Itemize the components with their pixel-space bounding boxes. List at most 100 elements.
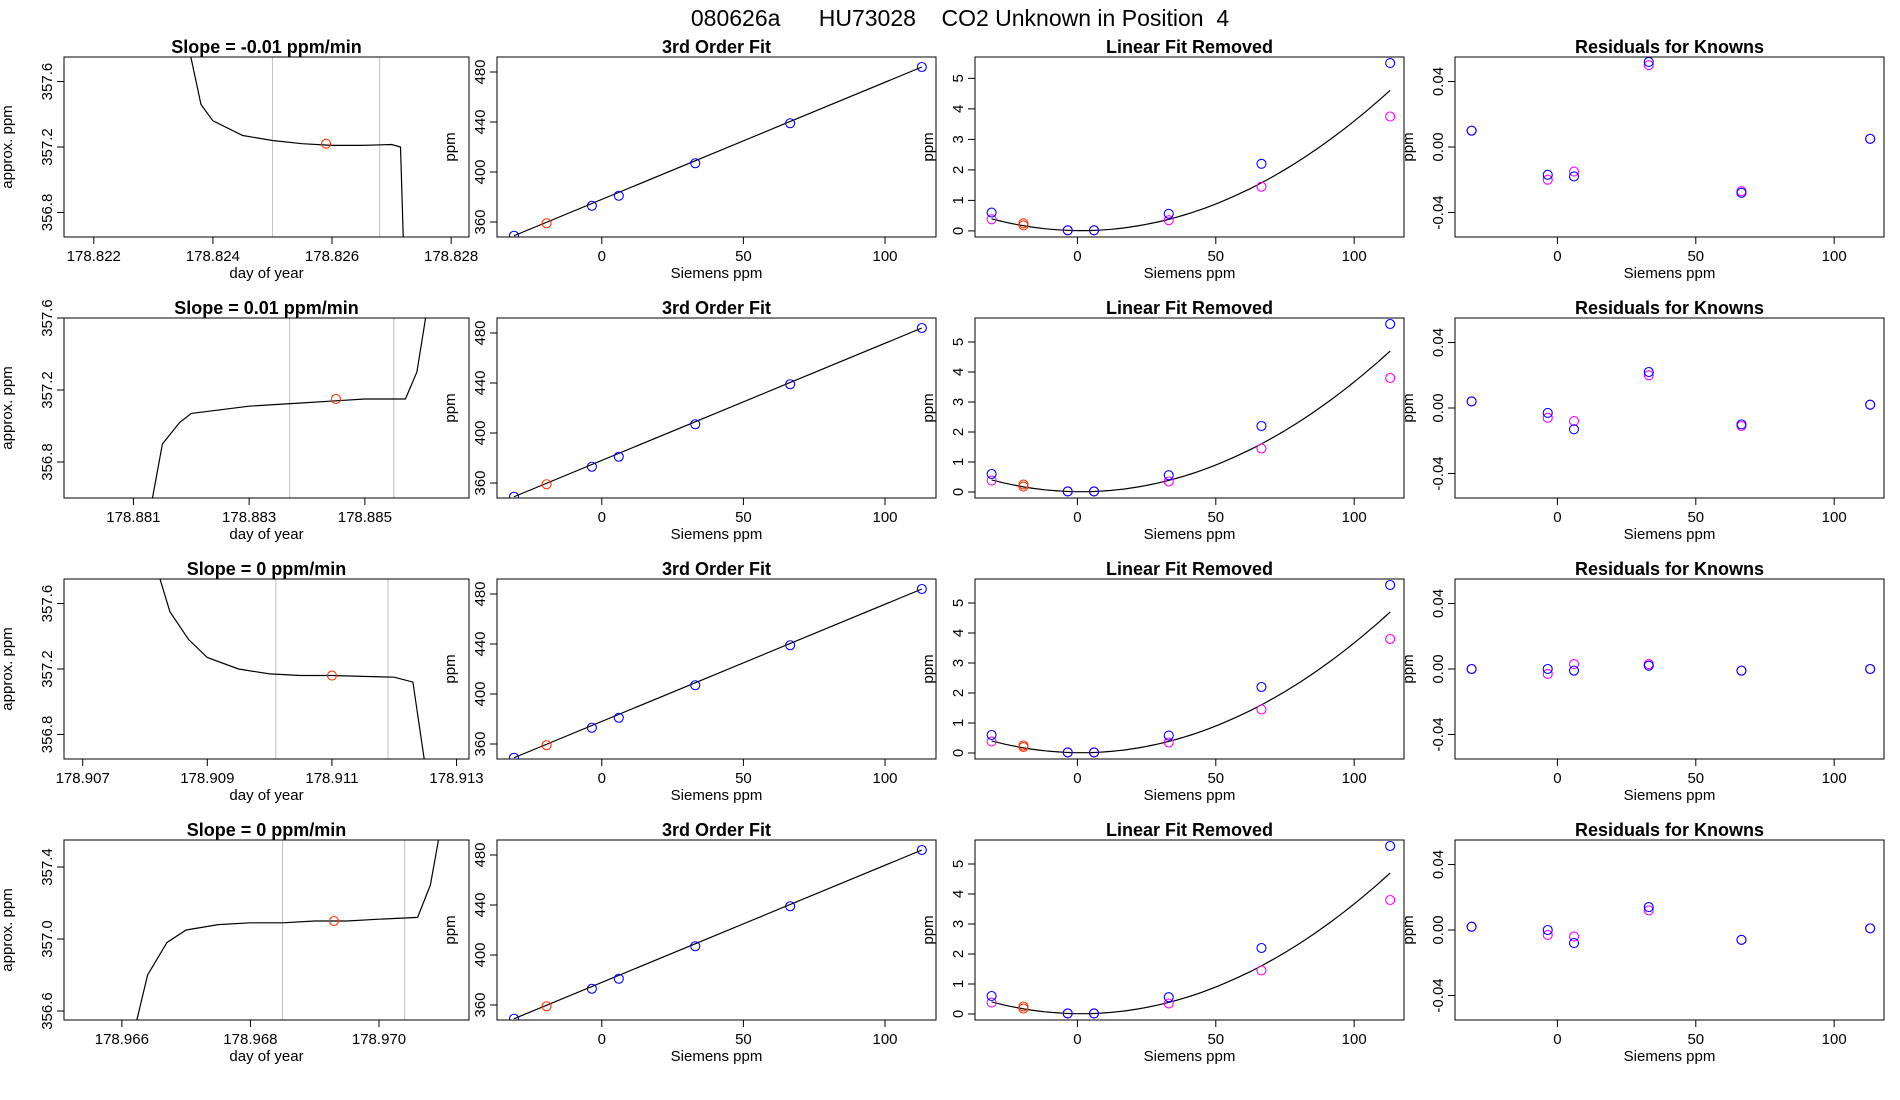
plot-area (1466, 366, 1876, 435)
x-tick-label: 0 (1553, 1031, 1561, 1048)
x-tick-label: 50 (1687, 248, 1704, 265)
y-tick-label: 0.04 (1430, 850, 1447, 879)
x-tick-label: 50 (1687, 1031, 1704, 1048)
plot-frame (496, 317, 937, 499)
x-tick-label: 178.883 (222, 509, 276, 526)
known-standard-point (1163, 208, 1174, 219)
x-tick-label: 178.824 (186, 248, 240, 265)
known-standard-point (1643, 902, 1654, 913)
y-tick-label: 5 (950, 74, 967, 82)
known-standard-point (613, 451, 624, 462)
x-axis-label: Siemens ppm (1624, 787, 1716, 804)
y-tick-label: -0.04 (1430, 456, 1447, 490)
x-tick-label: 178.911 (305, 770, 358, 787)
known-standard-point (1256, 681, 1267, 693)
y-tick-label: 440 (472, 631, 489, 656)
residual-point (986, 475, 997, 486)
x-tick-label: 178.828 (424, 248, 478, 265)
chart-panel: Residuals for Knowns 0 50 100 Siemens ppm -0.… (1400, 559, 1885, 804)
x-tick-label: 178.822 (67, 248, 121, 265)
x-tick-label: 178.881 (106, 509, 160, 526)
known-standard-point (508, 752, 520, 759)
known-standard-point (586, 461, 597, 472)
plot-frame (974, 578, 1405, 760)
x-tick-label: 178.909 (180, 770, 234, 787)
known-standard-point (1062, 1008, 1073, 1019)
x-tick-label: 50 (735, 770, 752, 787)
known-standard-point (1736, 419, 1747, 430)
x-tick-label: 50 (1207, 1031, 1224, 1048)
residual-point (1568, 659, 1580, 670)
y-axis-label: ppm (442, 915, 459, 944)
known-standard-point (1385, 840, 1396, 852)
y-tick-label: -0.04 (1430, 195, 1447, 229)
y-tick-label: 0 (950, 227, 967, 235)
plot-area (136, 840, 440, 1020)
y-tick-label: 2 (950, 950, 967, 958)
x-axis-label: Siemens ppm (671, 1048, 763, 1065)
plot-area (986, 840, 1396, 1019)
chart-title: Linear Fit Removed (1106, 559, 1273, 579)
x-axis-label: day of year (229, 787, 303, 804)
fit-curve (991, 611, 1391, 754)
y-tick-label: 360 (472, 209, 489, 234)
residual-point (986, 997, 997, 1008)
y-tick-label: 357.0 (39, 920, 56, 958)
chart-panel: Linear Fit Removed 0 50 100 Siemens ppm 0 1 2 3 4… (920, 820, 1405, 1065)
y-tick-label: 0 (950, 488, 967, 496)
x-axis-label: Siemens ppm (671, 526, 763, 543)
fit-line (513, 66, 923, 237)
plot-frame (974, 56, 1405, 238)
x-axis-label: Siemens ppm (1624, 526, 1716, 543)
residual-point (1568, 931, 1580, 942)
unknown-mean-point (321, 138, 332, 149)
chart-title: Slope = 0 ppm/min (187, 820, 347, 840)
chart-panel: 3rd Order Fit 0 50 100 Siemens ppm 360 400 440 4… (442, 298, 937, 543)
y-tick-label: 356.8 (39, 443, 56, 481)
x-axis-label: day of year (229, 526, 303, 543)
y-tick-label: 4 (950, 629, 967, 637)
known-standard-point (785, 118, 796, 129)
y-tick-label: 357.2 (39, 650, 56, 688)
plot-area (508, 322, 927, 498)
known-standard-point (690, 941, 701, 952)
x-tick-label: 178.885 (338, 509, 392, 526)
plot-area (986, 579, 1396, 758)
known-standard-point (1542, 407, 1553, 418)
x-axis-label: Siemens ppm (671, 787, 763, 804)
plot-frame (1454, 317, 1885, 499)
x-tick-label: 178.913 (429, 770, 483, 787)
x-tick-label: 0 (598, 248, 606, 265)
x-axis-label: Siemens ppm (1144, 265, 1236, 282)
plot-frame (63, 578, 470, 760)
x-tick-label: 0 (1073, 509, 1081, 526)
unknown-mean-point (330, 393, 341, 405)
y-tick-label: 356.6 (39, 992, 56, 1030)
known-standard-point (1088, 1008, 1100, 1019)
residual-point (1568, 166, 1580, 177)
x-tick-label: 100 (1822, 770, 1847, 787)
unknown-point (541, 218, 552, 229)
residual-point (1643, 905, 1654, 916)
x-tick-label: 0 (1073, 1031, 1081, 1048)
chart-title: Residuals for Knowns (1575, 37, 1764, 57)
x-tick-label: 50 (1207, 248, 1224, 265)
y-tick-label: 357.6 (39, 299, 56, 337)
plot-frame (496, 56, 937, 238)
fit-curve (991, 350, 1391, 493)
known-standard-point (1466, 396, 1477, 407)
plot-area (986, 318, 1396, 497)
residual-point (1542, 668, 1553, 679)
chart-title: 3rd Order Fit (662, 559, 771, 579)
y-tick-label: 3 (950, 920, 967, 928)
known-standard-point (508, 1013, 520, 1020)
residual-point (1256, 181, 1267, 192)
residual-point (1542, 412, 1553, 423)
chart-title: Linear Fit Removed (1106, 298, 1273, 318)
y-tick-label: 480 (472, 842, 489, 867)
chart-title: Slope = 0.01 ppm/min (174, 298, 359, 318)
y-tick-label: 360 (472, 731, 489, 756)
fit-curve (991, 872, 1391, 1015)
y-tick-label: 400 (472, 681, 489, 706)
x-tick-label: 50 (735, 1031, 752, 1048)
